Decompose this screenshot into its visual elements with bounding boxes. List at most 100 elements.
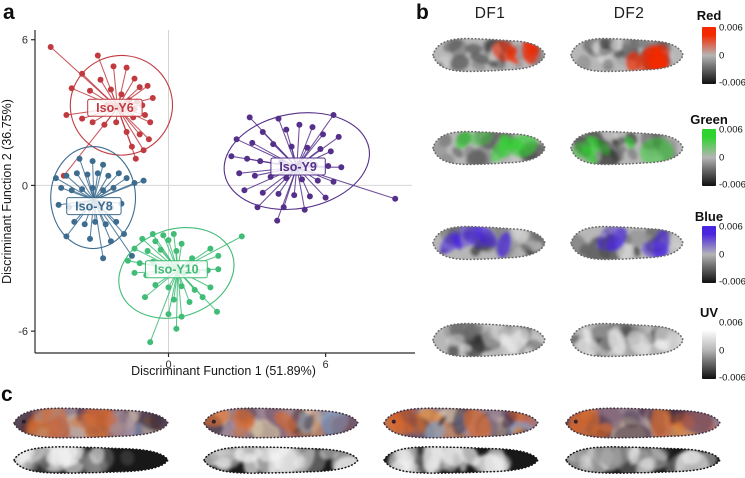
- scatter-point: [128, 143, 135, 150]
- y-tick-label: -6: [18, 326, 28, 338]
- heatmap-isopod-df1-blue: [430, 223, 548, 268]
- scatter-point: [170, 231, 177, 237]
- scatter-point: [236, 170, 243, 177]
- scatter-point: [107, 86, 114, 93]
- scatter-point: [296, 121, 303, 128]
- scatter-point: [299, 176, 305, 183]
- scatter-point: [280, 204, 287, 211]
- scatter-point: [55, 201, 62, 208]
- scatter-point: [275, 115, 282, 122]
- y-tick-label: 6: [22, 35, 28, 47]
- scatter-point: [144, 248, 151, 254]
- svg-text:Iso-Y10: Iso-Y10: [154, 263, 199, 277]
- scatter-point: [301, 206, 308, 213]
- scatter-point: [170, 296, 177, 303]
- scatter-point: [123, 64, 130, 71]
- scatter-point: [79, 186, 86, 193]
- scatter-point: [63, 112, 70, 118]
- scatter-point: [291, 192, 298, 199]
- y-tick-label: 0: [22, 180, 28, 192]
- column-header-df1: DF1: [474, 5, 506, 22]
- specimen-2-visible-photo: [200, 405, 362, 446]
- cluster-label-iso-y8: Iso-Y8: [66, 197, 122, 216]
- scatter-point: [52, 175, 59, 182]
- scatter-point: [257, 158, 264, 165]
- scatter-point: [124, 257, 131, 264]
- specimen-1-visible-photo: [10, 405, 172, 446]
- colorbar-title-uv: UV: [699, 305, 719, 320]
- scatter-point: [275, 190, 282, 197]
- scatter-point: [215, 252, 222, 259]
- svg-text:Iso-Y9: Iso-Y9: [279, 160, 317, 174]
- scatter-point: [325, 163, 332, 169]
- scatter-point: [214, 308, 220, 315]
- scatter-point: [123, 175, 130, 182]
- heatmap-isopod-df2-green: [568, 128, 686, 173]
- scatter-point: [320, 131, 326, 138]
- cluster-iso-y10: [118, 226, 245, 346]
- scatter-point: [121, 231, 127, 237]
- x-tick-label: 0: [165, 359, 171, 371]
- heatmap-isopod-df2-uv: [568, 320, 686, 365]
- scatter-point: [142, 112, 148, 118]
- heatmap-isopod-df1-red: [430, 35, 548, 80]
- x-axis-label: Discriminant Function 1 (51.89%): [131, 364, 316, 378]
- heatmap-isopod-df2-red: [568, 35, 686, 80]
- scatter-point: [100, 187, 107, 194]
- specimen-4-uv-photo: [562, 444, 724, 478]
- scatter-point: [145, 136, 152, 143]
- scatter-point: [100, 161, 107, 168]
- panel-a-label: a: [3, 1, 15, 24]
- scatter-point: [199, 294, 206, 301]
- colorbar-title-blue: Blue: [694, 209, 724, 224]
- scatter-point: [136, 131, 143, 138]
- scatter-point: [327, 148, 334, 155]
- scatter-point: [165, 311, 172, 318]
- scatter-point: [89, 158, 96, 165]
- scatter-point: [189, 255, 196, 262]
- specimen-3-visible-photo: [380, 405, 542, 446]
- scatter-point: [207, 245, 214, 252]
- heatmap-isopod-df2-blue: [568, 223, 686, 268]
- colorbar-uv: [702, 322, 716, 379]
- colorbar-tick: 0.006: [719, 124, 743, 136]
- discriminant-scatter-plot: 0 6 -6 0 6 Discriminant Function 1 (51.89%) Di…: [0, 30, 415, 378]
- column-header-df2: DF2: [613, 5, 645, 22]
- scatter-point: [89, 119, 96, 126]
- scatter-point: [215, 266, 222, 273]
- scatter-point: [207, 284, 214, 291]
- scatter-point: [100, 255, 107, 262]
- y-axis-label: Discriminant Function 2 (36.75%): [0, 99, 14, 284]
- panel-c-label: c: [1, 383, 13, 406]
- scatter-point: [152, 238, 159, 245]
- scatter-point: [270, 141, 277, 148]
- scatter-point: [136, 84, 143, 91]
- scatter-point: [87, 235, 93, 242]
- colorbar-tick: 0: [719, 345, 725, 356]
- scatter-point: [178, 283, 185, 290]
- colorbar-tick: -0.006: [719, 276, 745, 288]
- scatter-point: [186, 299, 193, 305]
- scatter-point: [97, 76, 104, 83]
- colorbar-tick: -0.006: [719, 77, 745, 89]
- colorbar-red: [702, 27, 716, 84]
- scatter-point: [335, 133, 342, 140]
- scatter-point: [251, 172, 258, 179]
- scatter-point: [105, 172, 112, 179]
- scatter-point: [254, 204, 261, 211]
- scatter-point: [283, 175, 290, 182]
- scatter-point: [249, 139, 256, 146]
- scatter-point: [76, 155, 83, 162]
- scatter-point: [131, 180, 138, 186]
- scatter-point: [140, 177, 147, 184]
- scatter-point: [288, 143, 295, 150]
- scatter-point: [149, 231, 156, 237]
- cluster-label-iso-y9: Iso-Y9: [270, 157, 326, 176]
- scatter-point: [89, 184, 96, 191]
- scatter-point: [115, 170, 122, 177]
- scatter-point: [73, 170, 80, 177]
- scatter-point: [142, 294, 148, 301]
- scatter-point: [259, 189, 266, 196]
- scatter-point: [110, 63, 117, 70]
- scatter-point: [283, 126, 290, 133]
